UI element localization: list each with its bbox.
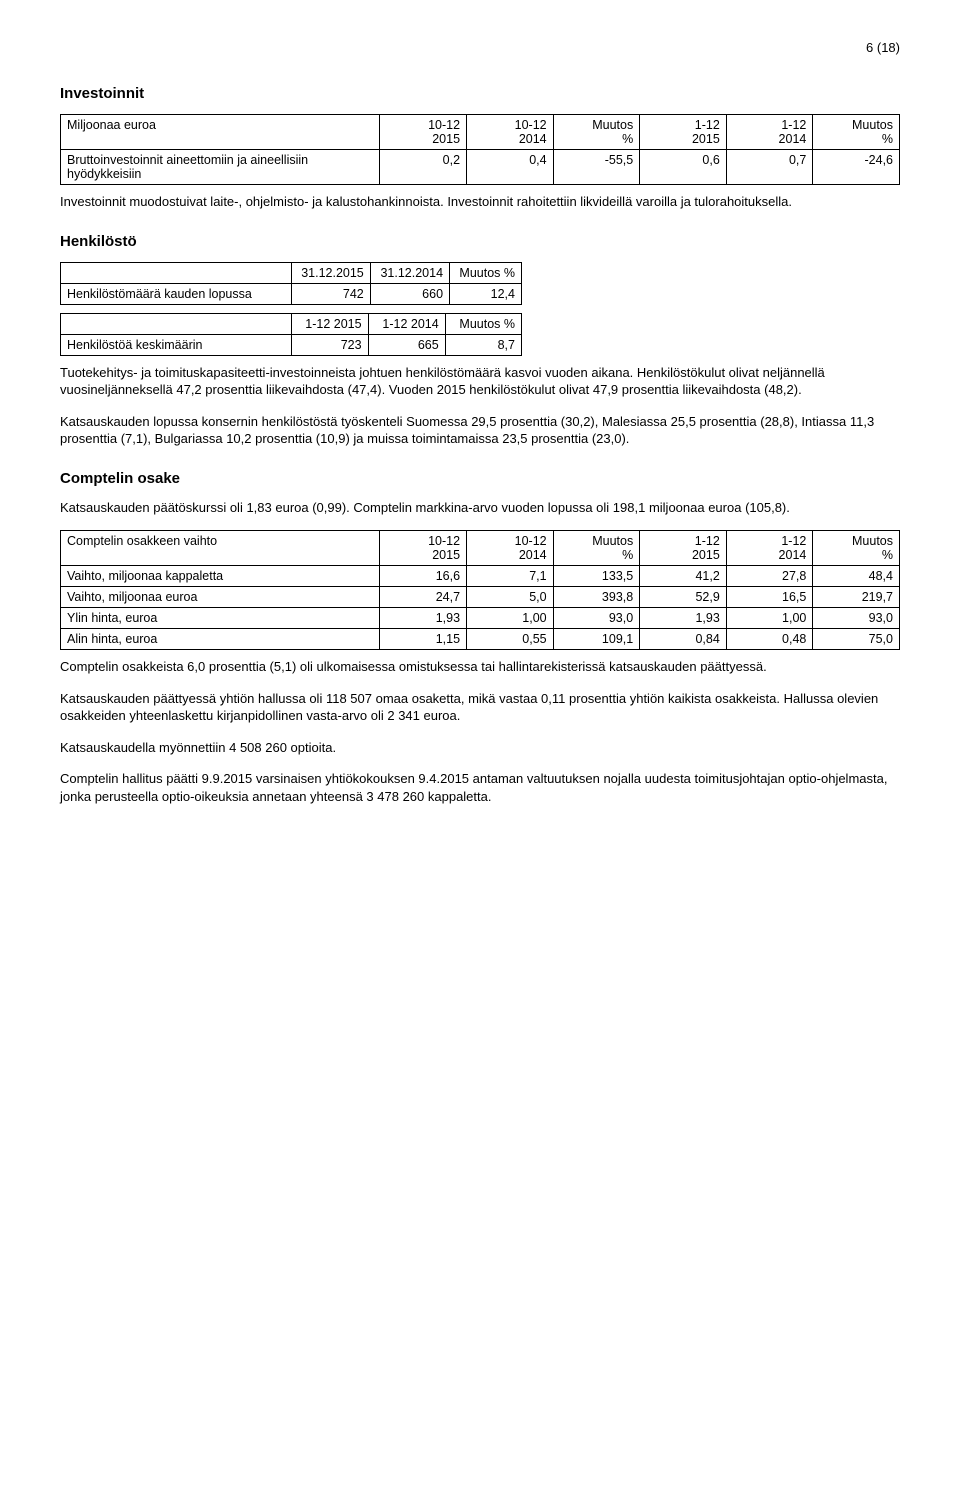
td: -55,5 [553,150,640,185]
th [61,313,292,334]
table-row: Vaihto, miljoonaa euroa 24,7 5,0 393,8 5… [61,587,900,608]
page-number: 6 (18) [60,40,900,55]
td: 219,7 [813,587,900,608]
osake-para-4: Comptelin hallitus päätti 9.9.2015 varsi… [60,770,900,805]
investoinnit-table: Miljoonaa euroa 10-12 2015 10-12 2014 Mu… [60,114,900,185]
osake-para-3: Katsauskaudella myönnettiin 4 508 260 op… [60,739,900,757]
td: 12,4 [450,283,522,304]
td: 75,0 [813,629,900,650]
th: 1-12 2014 [726,531,813,566]
henkilosto-heading: Henkilöstö [60,233,900,250]
osake-para-1: Comptelin osakkeista 6,0 prosenttia (5,1… [60,658,900,676]
td: 393,8 [553,587,640,608]
th: 1-12 2014 [368,313,445,334]
osake-table: Comptelin osakkeen vaihto 10-12 2015 10-… [60,530,900,650]
th: Comptelin osakkeen vaihto [61,531,380,566]
osake-intro: Katsauskauden päätöskurssi oli 1,83 euro… [60,499,900,517]
th: 1-12 2015 [640,115,727,150]
td: 1,00 [726,608,813,629]
td-label: Bruttoinvestoinnit aineettomiin ja ainee… [61,150,380,185]
th: Miljoonaa euroa [61,115,380,150]
td: 0,55 [467,629,554,650]
td-label: Alin hinta, euroa [61,629,380,650]
td: 8,7 [445,334,521,355]
th: 10-12 2015 [380,115,467,150]
th: Muutos % [450,262,522,283]
td: 93,0 [553,608,640,629]
td: 665 [368,334,445,355]
investoinnit-para: Investoinnit muodostuivat laite-, ohjelm… [60,193,900,211]
th: 1-12 2014 [726,115,813,150]
osake-heading: Comptelin osake [60,470,900,487]
td: 0,2 [380,150,467,185]
henkilosto-para-2: Katsauskauden lopussa konsernin henkilös… [60,413,900,448]
td: 0,7 [726,150,813,185]
th: Muutos % [553,531,640,566]
henkilosto-table-2: 1-12 2015 1-12 2014 Muutos % Henkilöstöä… [60,313,522,356]
td: 723 [291,334,368,355]
td: -24,6 [813,150,900,185]
td: 0,6 [640,150,727,185]
td: 27,8 [726,566,813,587]
td: 5,0 [467,587,554,608]
henkilosto-table-1: 31.12.2015 31.12.2014 Muutos % Henkilöst… [60,262,522,305]
td: 1,15 [380,629,467,650]
th [61,262,292,283]
td: 1,93 [380,608,467,629]
td: 41,2 [640,566,727,587]
td: 24,7 [380,587,467,608]
th: Muutos % [553,115,640,150]
td: 16,6 [380,566,467,587]
td: 93,0 [813,608,900,629]
osake-para-2: Katsauskauden päättyessä yhtiön hallussa… [60,690,900,725]
td: 0,84 [640,629,727,650]
td: 16,5 [726,587,813,608]
td: 660 [370,283,449,304]
table-row: Ylin hinta, euroa 1,93 1,00 93,0 1,93 1,… [61,608,900,629]
table-row: Vaihto, miljoonaa kappaletta 16,6 7,1 13… [61,566,900,587]
th: 10-12 2014 [467,531,554,566]
th: 10-12 2014 [467,115,554,150]
th: 10-12 2015 [380,531,467,566]
table-row: Alin hinta, euroa 1,15 0,55 109,1 0,84 0… [61,629,900,650]
th: 1-12 2015 [640,531,727,566]
th: Muutos % [813,531,900,566]
th: 1-12 2015 [291,313,368,334]
td: 52,9 [640,587,727,608]
td: 7,1 [467,566,554,587]
henkilosto-para-1: Tuotekehitys- ja toimituskapasiteetti-in… [60,364,900,399]
td-label: Henkilöstöä keskimäärin [61,334,292,355]
td: 133,5 [553,566,640,587]
td: 1,00 [467,608,554,629]
td-label: Vaihto, miljoonaa euroa [61,587,380,608]
td: 1,93 [640,608,727,629]
td: 0,4 [467,150,554,185]
td-label: Vaihto, miljoonaa kappaletta [61,566,380,587]
th: Muutos % [445,313,521,334]
td-label: Ylin hinta, euroa [61,608,380,629]
td: 109,1 [553,629,640,650]
td-label: Henkilöstömäärä kauden lopussa [61,283,292,304]
td: 742 [291,283,370,304]
th: 31.12.2015 [291,262,370,283]
td: 48,4 [813,566,900,587]
th: 31.12.2014 [370,262,449,283]
investoinnit-heading: Investoinnit [60,85,900,102]
th: Muutos % [813,115,900,150]
td: 0,48 [726,629,813,650]
